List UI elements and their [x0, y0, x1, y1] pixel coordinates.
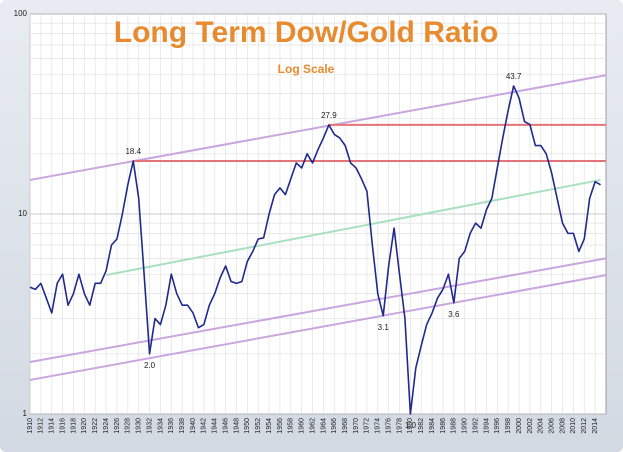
x-tick-label: 1930: [136, 418, 143, 434]
x-tick-label: 1916: [59, 418, 66, 434]
x-tick-label: 1960: [299, 418, 306, 434]
x-tick-label: 2002: [527, 418, 534, 434]
x-tick-label: 1984: [429, 418, 436, 434]
x-tick-label: 1962: [309, 418, 316, 434]
chart-title: Long Term Dow/Gold Ratio: [114, 16, 498, 49]
x-tick-label: 1942: [201, 418, 208, 434]
x-tick-label: 1976: [385, 418, 392, 434]
x-tick-label: 1944: [212, 418, 219, 434]
x-tick-label: 2004: [538, 418, 545, 434]
y-tick-label: 100: [14, 9, 28, 18]
x-tick-label: 1980: [407, 418, 414, 434]
x-tick-label: 1912: [38, 418, 45, 434]
x-tick-label: 1940: [190, 418, 197, 434]
x-tick-label: 1936: [168, 418, 175, 434]
annotation: 43.7: [506, 72, 522, 81]
series: [29, 85, 601, 415]
x-tick-label: 1998: [505, 418, 512, 434]
y-tick-label: 1: [23, 409, 28, 418]
x-tick-label: 1928: [125, 418, 132, 434]
x-tick-label: 1932: [146, 418, 153, 434]
x-tick-label: 2014: [592, 418, 599, 434]
x-tick-label: 1924: [103, 418, 110, 434]
reference-lines: [29, 74, 607, 381]
x-tick-label: 1946: [222, 418, 229, 434]
reference-line: [29, 74, 607, 181]
annotation: 1.0: [405, 421, 417, 430]
annotation: 3.6: [448, 310, 460, 319]
x-tick-label: 1988: [451, 418, 458, 434]
annotation: 18.4: [125, 147, 141, 156]
annotation: 3.1: [378, 323, 390, 332]
x-tick-label: 1934: [157, 418, 164, 434]
x-tick-label: 1990: [462, 418, 469, 434]
x-tick-label: 1986: [440, 418, 447, 434]
x-tick-label: 1958: [288, 418, 295, 434]
x-tick-label: 1992: [472, 418, 479, 434]
x-tick-label: 1972: [364, 418, 371, 434]
x-tick-label: 1954: [266, 418, 273, 434]
x-tick-label: 1956: [277, 418, 284, 434]
annotation: 2.0: [144, 361, 156, 370]
y-tick-label: 10: [18, 209, 27, 218]
x-tick-label: 1918: [70, 418, 77, 434]
x-tick-label: 1920: [81, 418, 88, 434]
x-tick-label: 1978: [396, 418, 403, 434]
reference-line: [29, 274, 607, 381]
x-tick-label: 1968: [342, 418, 349, 434]
x-tick-label: 1982: [418, 418, 425, 434]
x-tick-label: 1926: [114, 418, 121, 434]
x-tick-label: 1952: [255, 418, 262, 434]
x-tick-label: 1914: [49, 418, 56, 434]
x-tick-label: 2010: [570, 418, 577, 434]
x-tick-label: 1910: [27, 418, 34, 434]
x-tick-label: 1970: [353, 418, 360, 434]
x-tick-label: 1966: [331, 418, 338, 434]
data-line: [29, 85, 601, 415]
x-tick-label: 1948: [233, 418, 240, 434]
x-tick-label: 1950: [244, 418, 251, 434]
x-tick-label: 1974: [375, 418, 382, 434]
labels: 1910 1912 1914 1916 1918 1920 1922 1924 1926 1928…: [14, 9, 599, 433]
x-tick-label: 1996: [494, 418, 501, 434]
x-tick-label: 2012: [581, 418, 588, 434]
x-tick-label: 2006: [549, 418, 556, 434]
reference-line: [29, 257, 607, 363]
x-tick-label: 2008: [559, 418, 566, 434]
x-tick-label: 1994: [483, 418, 490, 434]
chart-subtitle: Log Scale: [278, 62, 335, 76]
x-tick-label: 2000: [516, 418, 523, 434]
reference-line: [105, 178, 601, 277]
annotation: 27.9: [321, 111, 337, 120]
x-tick-label: 1964: [320, 418, 327, 434]
x-tick-label: 1922: [92, 418, 99, 434]
x-tick-label: 1938: [179, 418, 186, 434]
